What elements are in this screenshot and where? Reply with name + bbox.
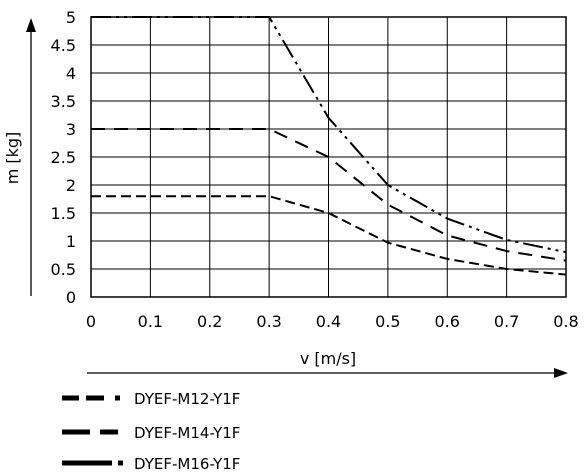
y-tick-label: 3 (66, 120, 76, 139)
y-tick-label: 0 (66, 288, 76, 307)
legend-label-3: DYEF-M16-Y1F (134, 455, 240, 473)
x-tick-label: 0.1 (138, 312, 163, 331)
legend-swatch-1 (62, 395, 120, 401)
x-tick-label: 0 (86, 312, 96, 331)
legend-label-1: DYEF-M12-Y1F (134, 390, 240, 408)
y-tick-label: 0.5 (51, 260, 76, 279)
y-tick-label: 4.5 (51, 36, 76, 55)
series-line-3 (91, 16, 567, 254)
y-tick-label: 4 (66, 64, 76, 83)
series-lines (91, 16, 567, 276)
x-tick-label: 0.6 (435, 312, 460, 331)
y-axis-label: m [kg] (3, 132, 22, 185)
y-tick-label: 3.5 (51, 92, 76, 111)
x-tick-label: 0.2 (197, 312, 222, 331)
y-tick-label: 2.5 (51, 148, 76, 167)
plot-area-border (90, 16, 567, 298)
legend: DYEF-M12-Y1F DYEF-M14-Y1F DYEF-M16-Y1F (62, 390, 240, 473)
series-line-1 (91, 195, 567, 276)
y-tick-label: 1.5 (51, 204, 76, 223)
y-tick-label: 5 (66, 8, 76, 27)
y-tick-label: 2 (66, 176, 76, 195)
x-tick-label: 0.3 (256, 312, 281, 331)
x-tick-label: 0.8 (553, 312, 578, 331)
x-axis-label: v [m/s] (300, 349, 356, 368)
x-tick-label: 0.4 (316, 312, 341, 331)
legend-label-2: DYEF-M14-Y1F (134, 424, 240, 442)
grid (90, 16, 567, 298)
tick-labels: 0 0.1 0.2 0.3 0.4 0.5 0.6 0.7 0.8 0 0.5 1 1.5 2 2.5 3 3.… (51, 8, 579, 331)
y-tick-label: 1 (66, 232, 76, 251)
x-tick-label: 0.7 (494, 312, 519, 331)
legend-swatch-2 (62, 429, 118, 435)
series-line-2 (91, 128, 567, 262)
x-tick-label: 0.5 (375, 312, 400, 331)
legend-swatch-3 (62, 460, 123, 466)
